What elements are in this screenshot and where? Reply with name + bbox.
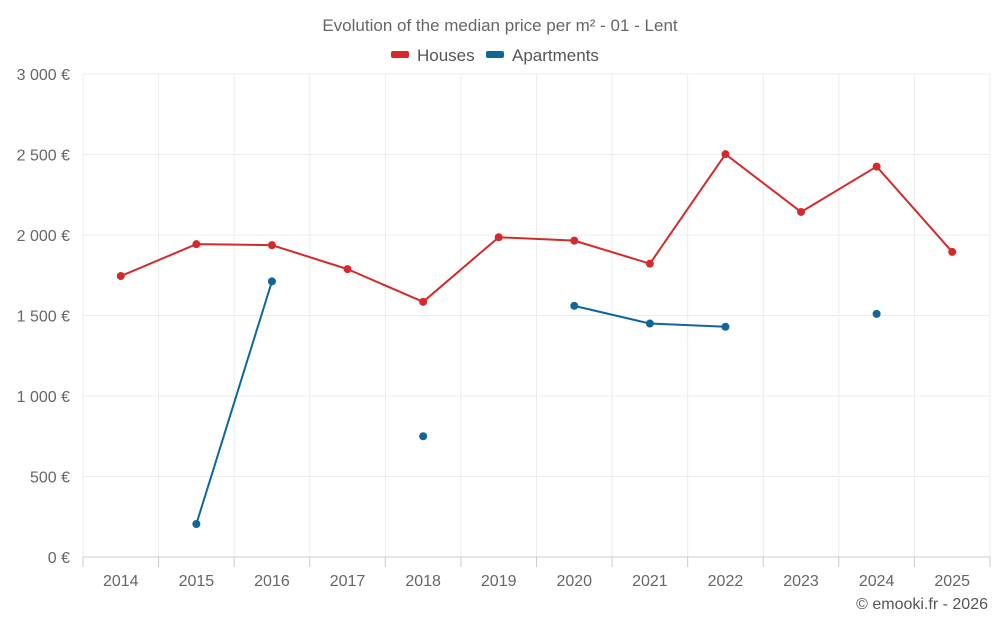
data-point-houses[interactable] [721,150,730,159]
x-tick-label: 2022 [708,573,744,590]
data-point-houses[interactable] [872,162,881,171]
data-point-apartments[interactable] [872,309,881,318]
legend-swatch-apartments [486,51,504,58]
data-point-houses[interactable] [267,241,276,250]
series-group [116,150,957,528]
x-tick-label: 2017 [330,573,366,590]
legend: Houses Apartments [391,46,599,65]
data-point-apartments[interactable] [192,519,201,528]
x-tick-label: 2016 [254,573,290,590]
y-tick-label: 3 000 € [17,67,70,84]
credit: © emooki.fr - 2026 [856,596,988,613]
series-line-apartments [195,281,273,525]
data-point-apartments[interactable] [419,432,428,441]
x-axis: 2014 2015 2016 2017 2018 2019 2020 2021 2022 2023… [82,556,991,590]
data-point-houses[interactable] [948,247,957,256]
legend-item-houses[interactable]: Houses [391,46,475,65]
x-tick-label: 2023 [783,573,819,590]
data-point-houses[interactable] [797,207,806,216]
x-tick-label: 2015 [179,573,215,590]
y-axis: 0 € 500 € 1 000 € 1 500 € 2 000 € 2 500 € 3 00… [17,67,70,567]
data-point-houses[interactable] [570,236,579,245]
data-point-apartments[interactable] [570,301,579,310]
series-houses [116,150,957,306]
x-tick-label: 2019 [481,573,517,590]
legend-label-apartments: Apartments [512,46,599,65]
data-point-apartments[interactable] [645,319,654,328]
y-tick-label: 1 500 € [17,309,70,326]
data-point-houses[interactable] [494,233,503,242]
data-point-houses[interactable] [645,259,654,268]
data-point-apartments[interactable] [267,277,276,286]
y-tick-label: 500 € [30,470,70,487]
y-tick-label: 2 000 € [17,228,70,245]
chart-title: Evolution of the median price per m² - 0… [322,16,678,35]
legend-item-apartments[interactable]: Apartments [486,46,599,65]
x-tick-label: 2024 [859,573,895,590]
data-point-houses[interactable] [343,265,352,274]
legend-swatch-houses [391,51,409,58]
x-tick-label: 2018 [405,573,441,590]
x-tick-label: 2020 [556,573,592,590]
y-tick-label: 2 500 € [17,148,70,165]
series-apartments [192,277,881,528]
x-tick-label: 2025 [934,573,970,590]
gridlines [82,73,991,557]
series-line-houses [120,153,953,303]
x-tick-label: 2014 [103,573,139,590]
y-tick-label: 1 000 € [17,389,70,406]
data-point-houses[interactable] [419,297,428,306]
x-tick-label: 2021 [632,573,668,590]
data-point-houses[interactable] [192,240,201,249]
legend-label-houses: Houses [417,46,475,65]
data-point-apartments[interactable] [721,322,730,331]
data-point-houses[interactable] [116,272,125,281]
y-tick-label: 0 € [48,550,70,567]
